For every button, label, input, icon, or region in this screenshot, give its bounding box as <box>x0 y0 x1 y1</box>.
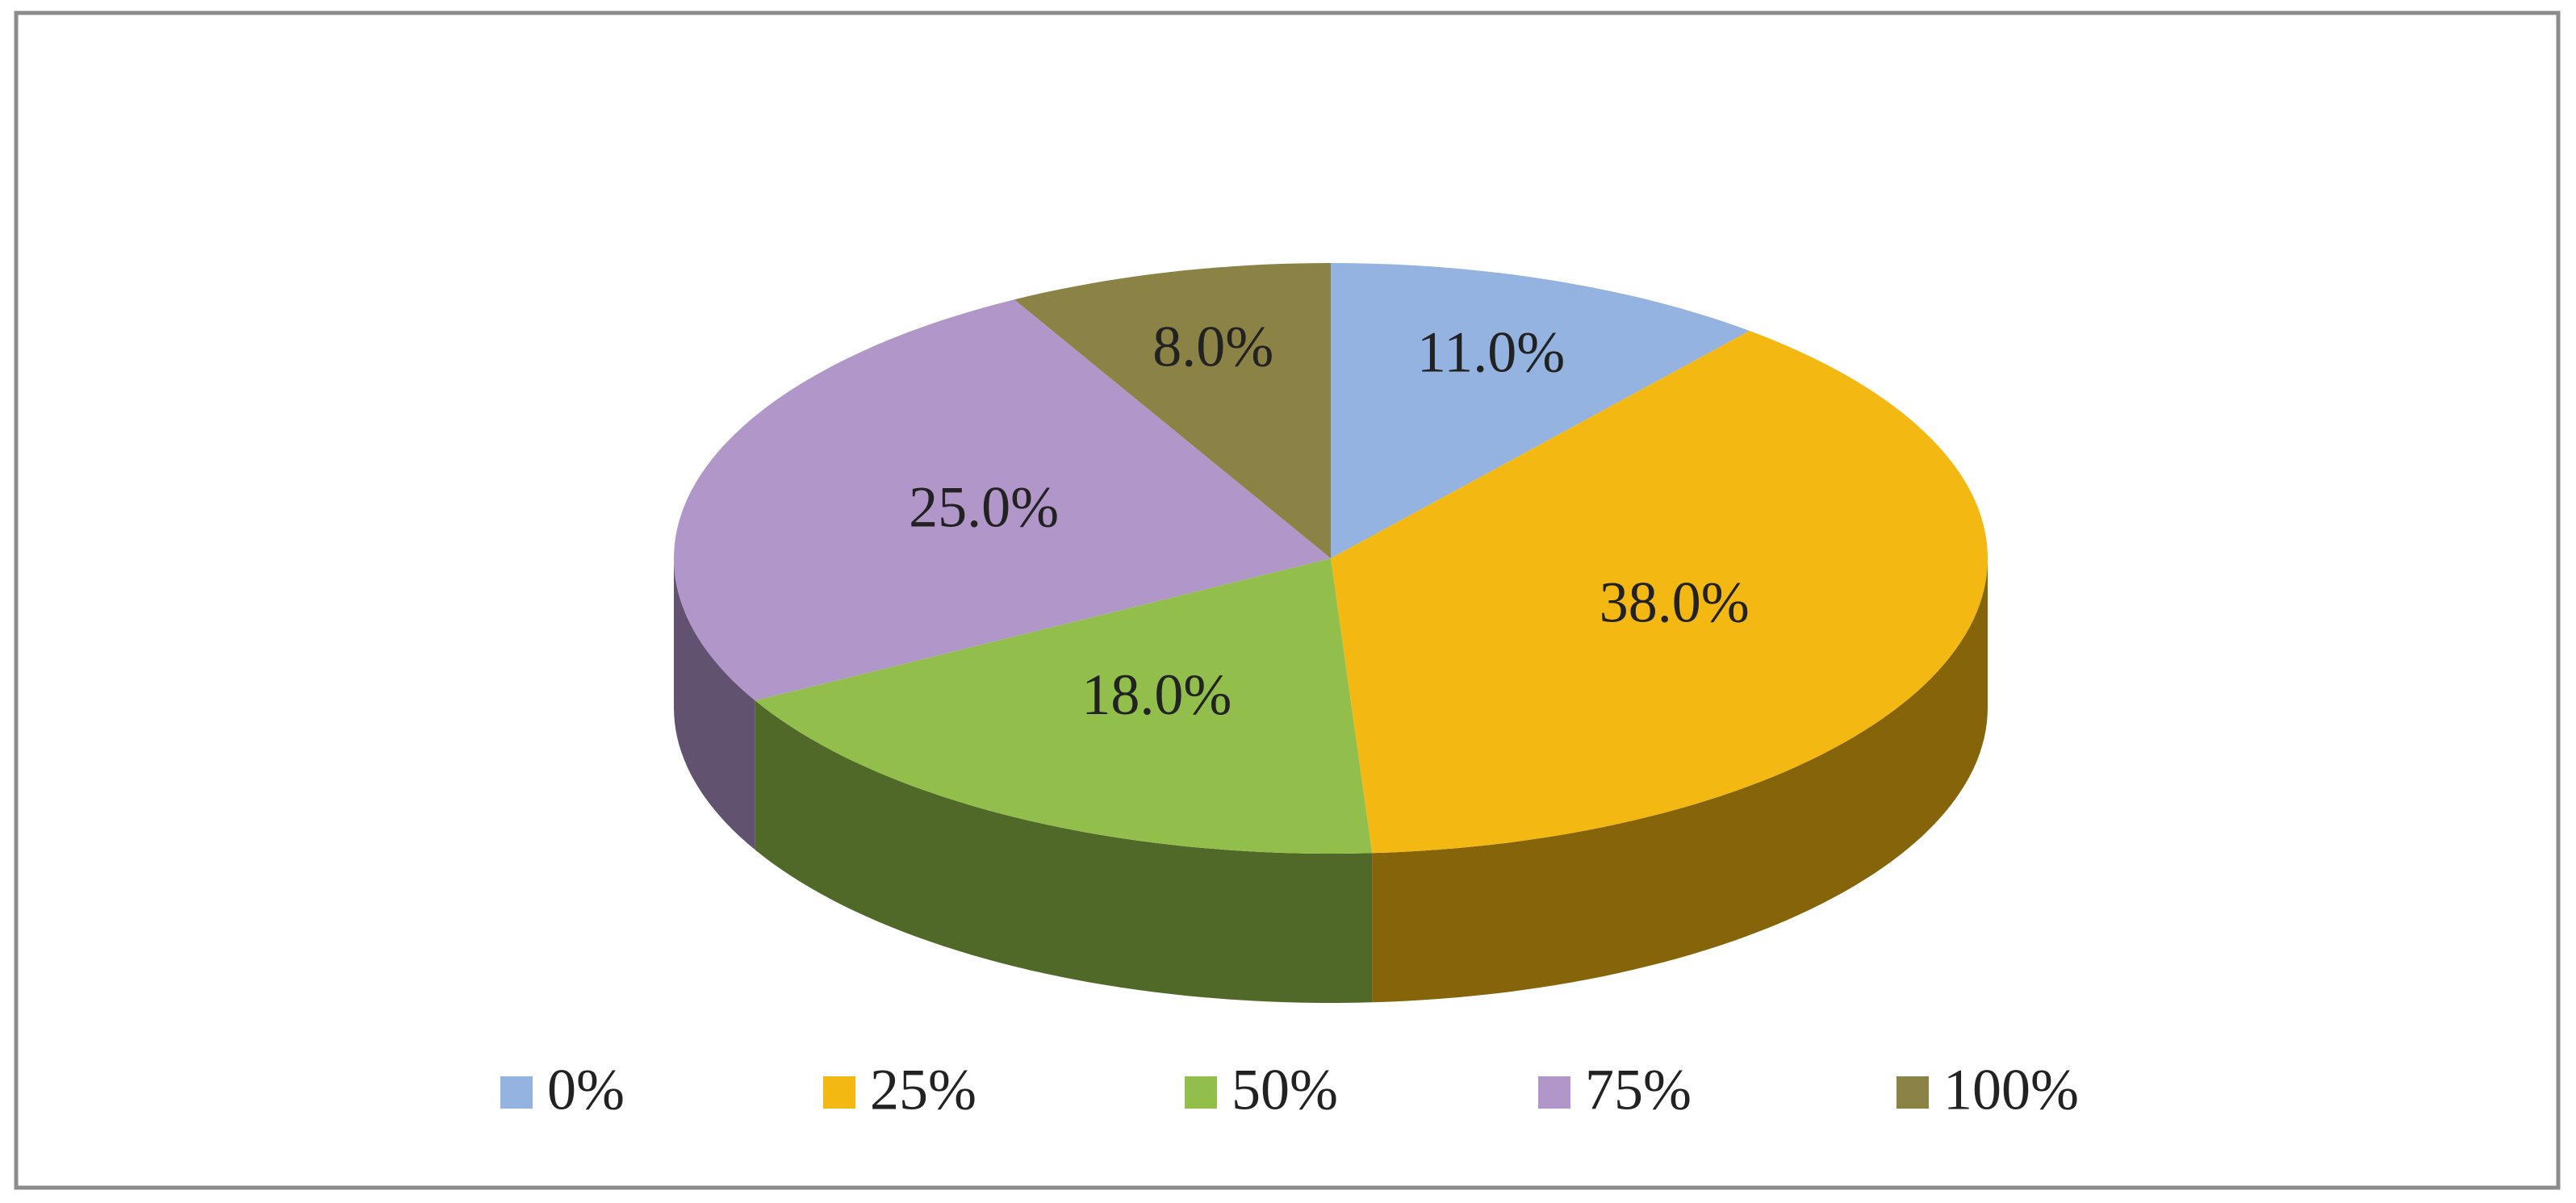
legend-swatch <box>1538 1076 1570 1109</box>
data-label: 11.0% <box>1417 320 1565 385</box>
legend-label: 0% <box>547 1058 625 1122</box>
data-label: 38.0% <box>1600 570 1750 635</box>
data-label: 18.0% <box>1081 662 1232 727</box>
slice <box>1331 331 1988 854</box>
slice-side <box>1372 558 1988 1003</box>
legend-label: 25% <box>870 1058 976 1122</box>
slice <box>1014 263 1331 558</box>
legend-swatch <box>823 1076 855 1109</box>
legend-swatch <box>500 1076 533 1109</box>
data-label: 25.0% <box>909 474 1059 539</box>
legend-label: 50% <box>1232 1058 1338 1122</box>
legend-label: 100% <box>1943 1058 2079 1122</box>
slice-side <box>755 700 1373 1003</box>
legend-label: 75% <box>1585 1058 1692 1122</box>
slice <box>1331 263 1750 558</box>
legend-swatch <box>1896 1076 1929 1109</box>
data-label: 8.0% <box>1152 314 1273 378</box>
legend-swatch <box>1185 1076 1217 1109</box>
slice-side <box>674 558 755 850</box>
slice <box>755 558 1373 854</box>
slice <box>674 299 1331 701</box>
